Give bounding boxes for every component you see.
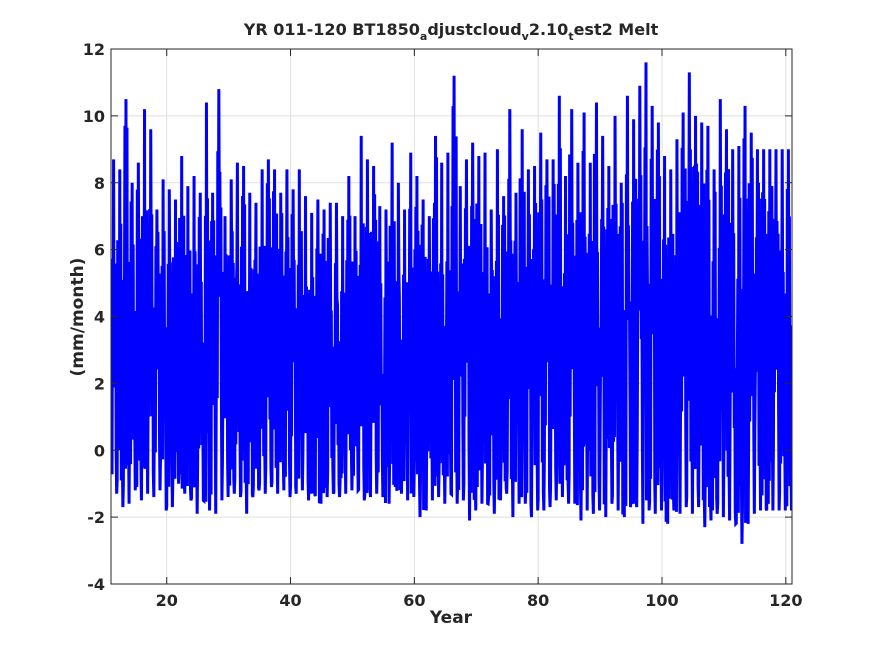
y-tick-label: 0 (94, 441, 105, 460)
y-tick-label: 2 (94, 374, 105, 393)
x-tick-label: 120 (769, 591, 802, 610)
x-tick-label: 20 (156, 591, 178, 610)
title-segment: a (420, 30, 427, 43)
x-tick-label: 40 (279, 591, 301, 610)
y-tick-label: -4 (87, 575, 105, 594)
y-tick-label: 8 (94, 174, 105, 193)
tick-layer: 20 40 60 80 100 120 -4 -2 0 2 4 6 8 10 12 (83, 40, 803, 610)
x-tick-label: 100 (645, 591, 678, 610)
melt-series-line (111, 62, 792, 544)
y-tick-label: 6 (94, 241, 105, 260)
x-tick-label: 60 (403, 591, 425, 610)
title-segment: 2.10 (529, 20, 568, 39)
title-segment: t (568, 30, 573, 43)
x-axis-label: Year (429, 608, 473, 628)
x-tick-label: 80 (527, 591, 549, 610)
series-layer (111, 62, 792, 544)
y-tick-label: 4 (94, 308, 105, 327)
y-tick-label: -2 (87, 508, 105, 527)
y-tick-label: 10 (83, 107, 105, 126)
y-axis-label: (mm/month) (68, 258, 88, 377)
chart-title: YR 011-120 BT1850adjustcloudv2.10test2 M… (243, 20, 659, 43)
title-segment: YR 011-120 BT1850 (243, 20, 420, 39)
y-tick-label: 12 (83, 40, 105, 59)
title-segment: est2 Melt (574, 20, 659, 39)
title-segment: v (522, 30, 530, 43)
title-segment: djustcloud (427, 20, 521, 39)
